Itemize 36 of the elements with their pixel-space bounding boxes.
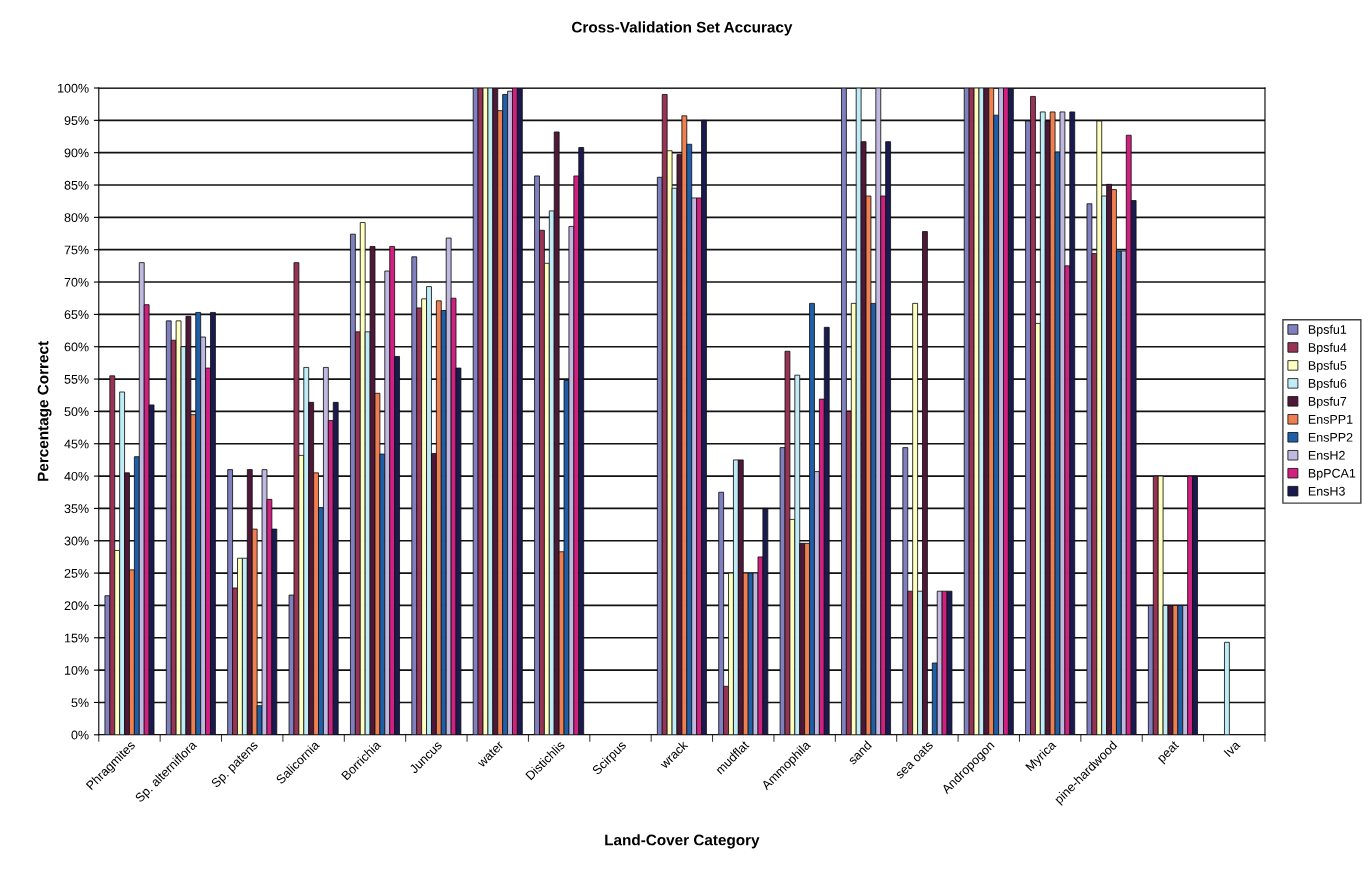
legend-label: EnsH3: [1308, 486, 1345, 496]
y-tick-label: 5%: [71, 698, 89, 708]
y-tick-label: 60%: [64, 342, 89, 352]
y-tick-label: 55%: [64, 374, 89, 384]
legend-label: BpPCA1: [1308, 468, 1356, 481]
y-tick-label: 30%: [64, 536, 89, 546]
y-tick-label: 75%: [64, 245, 89, 255]
y-tick-label: 90%: [64, 148, 89, 158]
y-tick-label: 10%: [65, 665, 89, 675]
legend-label: Bpsfu6: [1308, 378, 1347, 391]
y-tick-label: 80%: [64, 213, 89, 223]
y-tick-label: 0%: [71, 730, 89, 740]
y-tick-label: 15%: [65, 633, 89, 643]
y-axis-title: Percentage Correct: [37, 341, 52, 481]
legend-label: Bpsfu7: [1308, 396, 1347, 409]
y-tick-label: 20%: [64, 601, 89, 611]
y-tick-label: 25%: [64, 568, 89, 578]
x-tick-label: Iva: [1223, 739, 1241, 758]
legend-label: Bpsfu1: [1308, 324, 1347, 337]
legend-label: EnsPP2: [1308, 432, 1353, 442]
x-axis-title: Land-Cover Category: [605, 834, 760, 849]
legend-label: EnsH2: [1308, 450, 1345, 460]
chart-title: Cross-Validation Set Accuracy: [572, 21, 793, 36]
legend-label: Bpsfu4: [1308, 342, 1347, 355]
y-tick-label: 65%: [64, 310, 89, 320]
y-tick-label: 85%: [64, 180, 89, 190]
y-tick-label: 50%: [64, 407, 89, 417]
y-tick-label: 40%: [64, 471, 89, 481]
x-tick-label: sea oats: [894, 740, 934, 780]
legend-label: EnsPP1: [1308, 415, 1353, 424]
y-tick-label: 45%: [64, 439, 89, 449]
y-tick-label: 95%: [64, 116, 89, 125]
y-tick-label: 100%: [58, 83, 89, 93]
y-tick-label: 70%: [64, 277, 89, 287]
y-tick-label: 35%: [64, 504, 89, 514]
legend-label: Bpsfu5: [1308, 360, 1347, 373]
